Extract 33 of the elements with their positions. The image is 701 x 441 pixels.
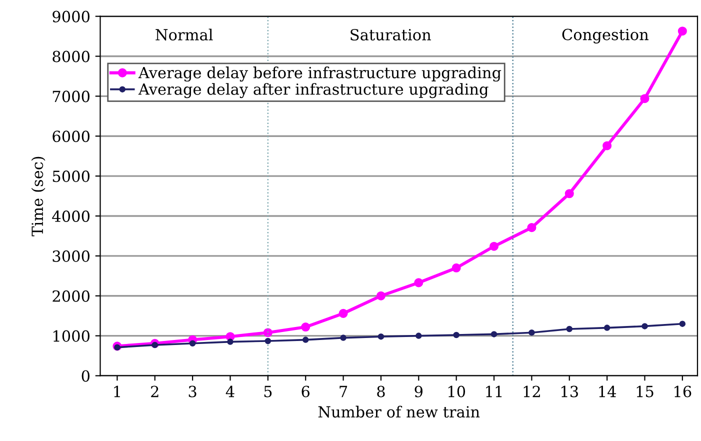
x-tick-label: 16 <box>674 386 692 398</box>
x-tick-label: 6 <box>302 386 310 398</box>
annotation: Normal <box>156 28 213 41</box>
y-tick-label: 2000 <box>52 290 90 302</box>
x-tick-label: 15 <box>636 386 654 398</box>
x-tick-label: 8 <box>377 386 385 398</box>
y-tick-label: 9000 <box>52 10 90 22</box>
x-tick-label: 9 <box>414 386 422 398</box>
x-tick-label: 2 <box>151 386 158 398</box>
y-tick-label: 6000 <box>52 130 90 142</box>
annotation: Saturation <box>350 28 431 41</box>
x-tick-label: 10 <box>448 386 466 398</box>
x-axis-title: Number of new train <box>318 406 480 418</box>
x-tick-label: 13 <box>562 386 578 398</box>
y-axis-title: Time (sec) <box>31 156 46 236</box>
x-tick-label: 12 <box>524 386 540 398</box>
y-tick-label: 1000 <box>54 330 90 342</box>
y-tick-label: 5000 <box>52 170 90 182</box>
legend-label: Average delay before infrastructure upgrading <box>138 66 502 82</box>
x-tick-label: 5 <box>264 386 272 398</box>
legend-label: Average delay after infrastructure upgrading <box>138 83 488 98</box>
x-tick-label: 7 <box>340 386 348 398</box>
y-tick-label: 4000 <box>52 210 90 222</box>
y-tick-label: 3000 <box>52 250 90 262</box>
y-tick-label: 0 <box>82 370 90 382</box>
x-tick-label: 4 <box>226 386 234 398</box>
y-tick-label: 7000 <box>52 90 90 102</box>
x-tick-label: 11 <box>486 386 502 398</box>
x-tick-label: 14 <box>599 386 616 398</box>
annotation: Congestion <box>562 28 648 44</box>
y-tick-label: 8000 <box>52 50 90 62</box>
x-tick-label: 1 <box>114 386 120 398</box>
x-tick-label: 3 <box>188 386 196 398</box>
